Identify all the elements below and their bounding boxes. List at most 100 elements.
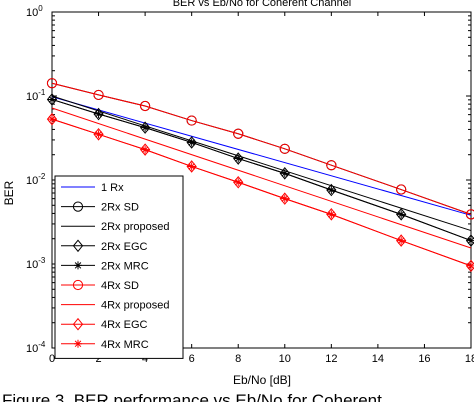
series-4rx-mrc bbox=[48, 115, 474, 270]
star-marker bbox=[74, 339, 82, 348]
legend-label: 2Rx MRC bbox=[101, 260, 149, 272]
legend-label: 2Rx SD bbox=[101, 202, 139, 214]
diamond-marker bbox=[139, 121, 151, 134]
diamond-marker bbox=[72, 239, 84, 253]
star-marker bbox=[327, 210, 336, 219]
series-4rx-sd bbox=[46, 78, 474, 220]
y-axis-label: BER bbox=[2, 180, 16, 205]
x-tick-label: 2 bbox=[95, 353, 101, 365]
legend-label: 2Rx proposed bbox=[101, 221, 170, 233]
diamond-marker bbox=[279, 192, 290, 205]
diamond-marker bbox=[233, 152, 244, 165]
diamond-marker bbox=[233, 175, 244, 189]
figure-caption: Figure 3. BER performance vs Eb/No for C… bbox=[2, 391, 382, 402]
circle-marker bbox=[396, 184, 407, 195]
circle-marker bbox=[72, 279, 84, 291]
diamond-marker bbox=[465, 259, 474, 273]
star-marker bbox=[74, 261, 82, 270]
diamond-marker bbox=[93, 128, 104, 141]
legend-entry: 2Rx proposed bbox=[61, 221, 170, 233]
legend-entry: 4Rx MRC bbox=[61, 339, 149, 351]
x-tick-label: 10 bbox=[279, 353, 291, 365]
star-marker bbox=[94, 110, 103, 119]
chart-title: BER vs Eb/No for Coherent Channel bbox=[173, 0, 352, 9]
star-marker bbox=[187, 162, 196, 171]
diamond-marker bbox=[139, 143, 151, 156]
y-tick-label: 10-4 bbox=[26, 340, 46, 355]
diamond-marker bbox=[46, 112, 58, 126]
legend-label: 4Rx MRC bbox=[101, 339, 149, 351]
legend-entry: 4Rx proposed bbox=[61, 300, 170, 312]
diamond-marker bbox=[465, 234, 474, 247]
star-marker bbox=[141, 123, 150, 132]
star-marker bbox=[48, 95, 56, 104]
diamond-marker bbox=[93, 107, 104, 121]
series-layer bbox=[46, 78, 474, 273]
star-marker bbox=[48, 115, 56, 124]
legend-entry: 2Rx SD bbox=[61, 201, 139, 214]
circle-marker bbox=[326, 160, 337, 171]
star-marker bbox=[94, 130, 103, 139]
star-marker bbox=[234, 154, 243, 163]
diamond-marker bbox=[186, 160, 197, 173]
star-marker bbox=[467, 236, 474, 245]
x-axis-label: Eb/No [dB] bbox=[233, 373, 291, 387]
x-tick-label: 0 bbox=[49, 353, 55, 365]
diamond-marker bbox=[326, 208, 337, 221]
star-marker bbox=[327, 186, 336, 195]
x-tick-label: 18 bbox=[465, 353, 474, 365]
x-tick-label: 14 bbox=[372, 353, 384, 365]
series-line bbox=[51, 107, 472, 249]
y-tick-label: 100 bbox=[26, 4, 43, 19]
x-tick-label: 12 bbox=[325, 353, 337, 365]
series-line bbox=[51, 82, 472, 215]
circle-marker bbox=[140, 100, 151, 112]
star-marker bbox=[397, 236, 406, 245]
y-tick-label: 10-2 bbox=[26, 172, 46, 187]
y-tick-label: 10-3 bbox=[26, 256, 46, 271]
star-marker bbox=[187, 138, 196, 147]
star-marker bbox=[234, 178, 243, 187]
series-line bbox=[51, 96, 472, 216]
legend-label: 1 Rx bbox=[101, 182, 124, 194]
star-marker bbox=[467, 261, 474, 270]
axes: 0 2 4 6 8 10 12 14 16 18 10-4 10-3 10-2 10-1 100 bbox=[26, 4, 474, 365]
diamond-marker bbox=[279, 167, 290, 180]
series-2rx-mrc bbox=[48, 95, 474, 245]
x-tick-label: 8 bbox=[235, 353, 241, 365]
x-tick-label: 16 bbox=[418, 353, 430, 365]
legend-label: 4Rx SD bbox=[101, 280, 139, 292]
legend-entry: 2Rx MRC bbox=[61, 260, 149, 272]
star-marker bbox=[397, 210, 406, 219]
legend-label: 2Rx EGC bbox=[101, 241, 148, 253]
circle-marker bbox=[46, 78, 58, 89]
circle-marker bbox=[465, 209, 474, 220]
diamond-marker bbox=[46, 93, 58, 106]
diamond-marker bbox=[396, 208, 407, 221]
circle-marker bbox=[72, 201, 84, 212]
y-tick-label: 10-1 bbox=[26, 88, 46, 103]
series-4rx-proposed bbox=[51, 107, 472, 249]
star-marker bbox=[280, 169, 289, 178]
legend-label: 4Rx proposed bbox=[101, 300, 170, 312]
diamond-marker bbox=[396, 234, 407, 247]
legend: 1 Rx 2Rx SD 2Rx proposed 2Rx EGC 2Rx MRC 4Rx … bbox=[54, 175, 184, 359]
star-marker bbox=[141, 145, 150, 154]
circle-marker bbox=[186, 115, 197, 126]
legend-entry: 4Rx EGC bbox=[61, 317, 148, 331]
x-tick-label: 4 bbox=[142, 353, 148, 365]
star-marker bbox=[280, 194, 289, 203]
circle-marker bbox=[279, 143, 290, 154]
circle-marker bbox=[93, 89, 104, 101]
legend-entry: 4Rx SD bbox=[61, 279, 139, 292]
circle-marker bbox=[233, 128, 244, 139]
legend-entry: 1 Rx bbox=[61, 182, 124, 194]
diamond-marker bbox=[326, 183, 337, 197]
diamond-marker bbox=[72, 317, 84, 331]
x-tick-label: 6 bbox=[189, 353, 195, 365]
legend-entry: 2Rx EGC bbox=[61, 239, 148, 253]
series-1-rx bbox=[51, 96, 472, 216]
legend-label: 4Rx EGC bbox=[101, 319, 148, 331]
diamond-marker bbox=[186, 136, 197, 149]
